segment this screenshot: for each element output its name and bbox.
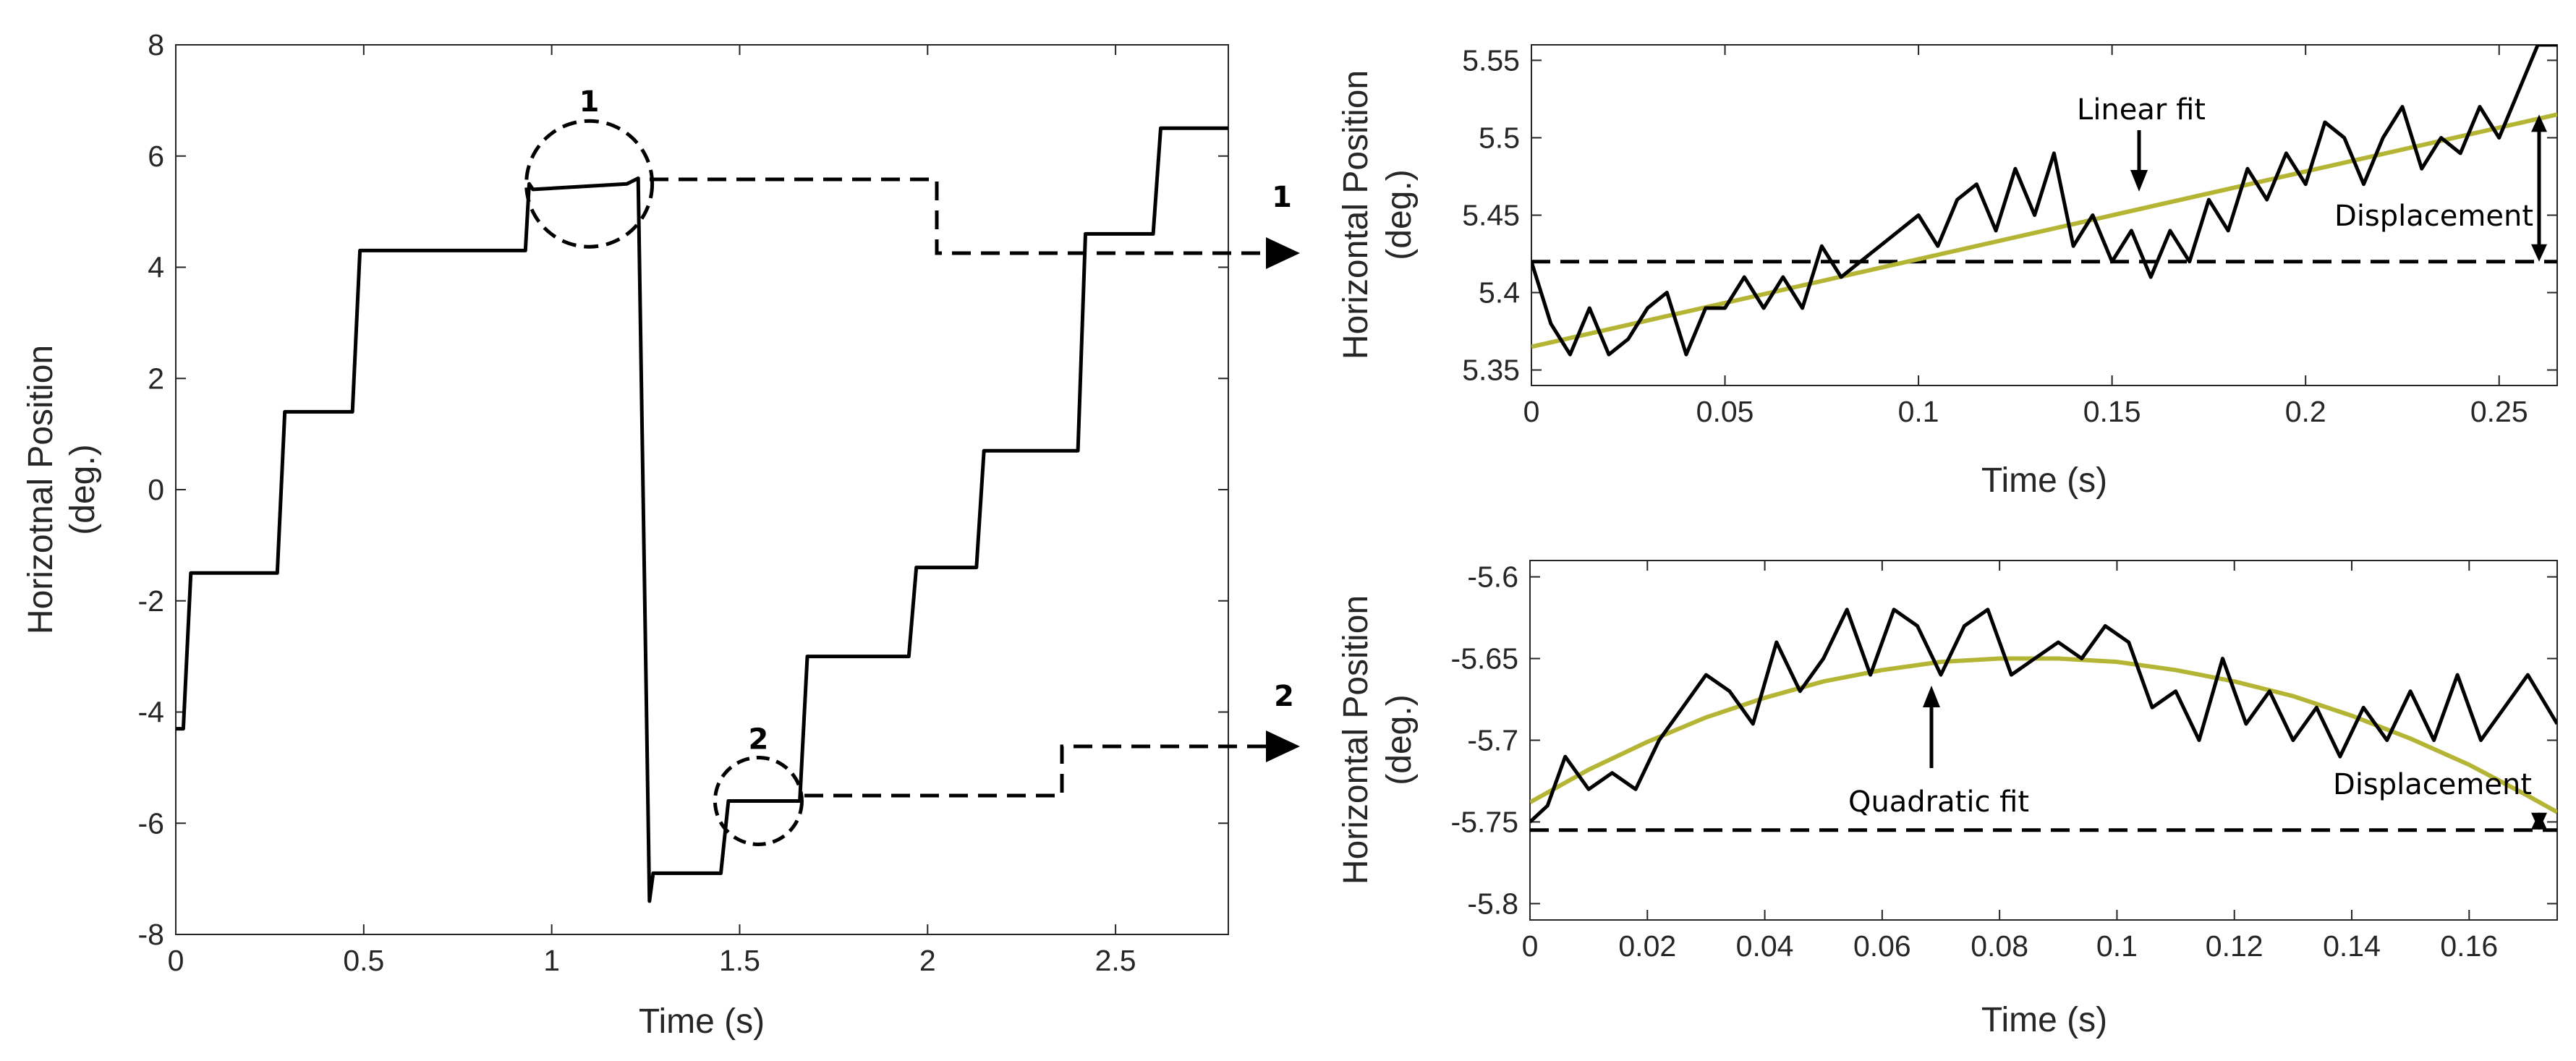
zoom1-y-tick-label: 5.5	[1479, 121, 1520, 154]
zoom-marker-2-label: 2	[749, 723, 769, 757]
zoom1-x-tick-label: 0.25	[2470, 395, 2528, 428]
main-y-tick-label: -8	[138, 918, 164, 951]
zoom1-y-tick-label: 5.45	[1462, 199, 1520, 232]
zoom1-y-tick-label: 5.55	[1462, 43, 1520, 77]
connector-1-label: 1	[1272, 181, 1292, 214]
main-x-tick-label: 2.5	[1095, 944, 1136, 977]
connector-1-arrowhead	[1266, 237, 1300, 269]
main-ticks: 0 0.5 1 1.5 2 2.5 -8 -6 -4 -2 0 2 4 6 8	[138, 28, 1228, 977]
zoom1-y-tick-label: 5.35	[1462, 354, 1520, 387]
main-y-tick-label: -4	[138, 696, 164, 729]
main-y-axis-label: Horizotnal Position	[22, 345, 60, 634]
zoom2-y-tick-label: -5.7	[1467, 724, 1518, 757]
connector-2-arrowhead	[1266, 730, 1300, 762]
main-x-tick-label: 1	[543, 944, 560, 977]
zoom2-x-tick-label: 0.04	[1736, 929, 1794, 963]
zoom2-x-tick-label: 0.12	[2206, 929, 2263, 963]
zoom2-displacement-annotation: Displacement	[2333, 768, 2532, 801]
main-x-tick-label: 1.5	[719, 944, 760, 977]
zoom2-y-axis-label-units: (deg.)	[1380, 694, 1419, 785]
zoom2-quadratic-fit-line	[1530, 656, 2557, 814]
zoom-chart-2: 0 0.02 0.04 0.06 0.08 0.1 0.12 0.14 0.16 -5.8 -5.7…	[1337, 560, 2558, 1039]
zoom1-displacement-arrowhead-up	[2531, 114, 2547, 132]
zoom1-ticks: 0 0.05 0.1 0.15 0.2 0.25 5.35 5.4 5.45 5.5 5.55	[1462, 43, 2557, 428]
zoom2-trace-line	[1530, 608, 2557, 824]
zoom-marker-1-label: 1	[579, 85, 600, 119]
main-y-tick-label: 4	[148, 251, 164, 284]
zoom2-x-tick-label: 0.16	[2440, 929, 2498, 963]
zoom-chart-1: 0 0.05 0.1 0.15 0.2 0.25 5.35 5.4 5.45 5.5 5.55 Ti…	[1337, 43, 2558, 500]
zoom2-y-tick-label: -5.6	[1467, 561, 1518, 594]
zoom2-y-tick-label: -5.8	[1467, 887, 1518, 920]
zoom2-x-tick-label: 0.06	[1853, 929, 1911, 963]
zoom2-x-tick-label: 0.08	[1971, 929, 2028, 963]
zoom1-x-tick-label: 0.1	[1898, 395, 1939, 428]
zoom1-x-axis-label: Time (s)	[1981, 461, 2107, 500]
zoom1-linear-fit-line	[1531, 112, 2557, 349]
main-y-tick-label: -2	[138, 584, 164, 618]
main-x-tick-label: 0	[168, 944, 184, 977]
zoom2-ticks: 0 0.02 0.04 0.06 0.08 0.1 0.12 0.14 0.16 -5.8 -5.7…	[1451, 561, 2557, 963]
main-y-tick-label: 8	[148, 28, 164, 61]
zoom2-x-tick-label: 0.02	[1618, 929, 1676, 963]
main-x-tick-label: 2	[919, 944, 936, 977]
zoom2-x-tick-label: 0.14	[2323, 929, 2381, 963]
zoom2-displacement-arrowhead-down	[2531, 812, 2547, 830]
main-x-axis-label: Time (s)	[639, 1002, 765, 1041]
main-x-tick-label: 0.5	[343, 944, 384, 977]
zoom2-y-tick-label: -5.75	[1451, 805, 1518, 838]
quadratic-fit-arrowhead	[1923, 686, 1940, 707]
zoom1-displacement-arrowhead-down	[2531, 244, 2547, 262]
main-trace-line	[176, 126, 1228, 903]
zoom1-x-tick-label: 0.15	[2083, 395, 2141, 428]
zoom1-displacement-annotation: Displacement	[2334, 200, 2533, 233]
zoom1-y-axis-label: Horizontal Position	[1337, 70, 1375, 359]
connector-2-label: 2	[1274, 680, 1294, 713]
zoom2-y-axis-label: Horizontal Position	[1337, 595, 1375, 885]
quadratic-fit-annotation: Quadratic fit	[1848, 785, 2029, 819]
zoom2-x-tick-label: 0.1	[2096, 929, 2138, 963]
zoom2-plot-area	[1529, 560, 2558, 921]
connector-2	[804, 744, 1273, 798]
zoom1-x-tick-label: 0.05	[1696, 395, 1754, 428]
main-y-tick-label: -6	[138, 806, 164, 840]
zoom2-x-axis-label: Time (s)	[1981, 1001, 2107, 1039]
connector-1	[650, 177, 1273, 255]
zoom1-x-tick-label: 0.2	[2285, 395, 2326, 428]
zoom-circle-1	[524, 119, 655, 249]
main-chart: 0 0.5 1 1.5 2 2.5 -8 -6 -4 -2 0 2 4 6 8 Time (s) Horiz…	[22, 28, 1229, 1041]
linear-fit-arrowhead	[2130, 170, 2148, 192]
zoom1-trace-line	[1531, 45, 2557, 357]
zoom2-y-tick-label: -5.65	[1451, 642, 1518, 676]
zoom1-plot-area	[1531, 44, 2558, 386]
main-plot-area	[175, 44, 1229, 935]
main-y-axis-label-units: (deg.)	[64, 444, 102, 534]
linear-fit-annotation: Linear fit	[2077, 93, 2206, 127]
main-y-tick-label: 2	[148, 362, 164, 395]
zoom-circle-2	[713, 756, 804, 846]
zoom1-y-axis-label-units: (deg.)	[1380, 169, 1419, 260]
zoom1-x-tick-label: 0	[1523, 395, 1540, 428]
zoom2-x-tick-label: 0	[1522, 929, 1539, 963]
main-y-tick-label: 6	[148, 140, 164, 173]
zoom1-y-tick-label: 5.4	[1479, 276, 1520, 310]
main-y-tick-label: 0	[148, 473, 164, 506]
